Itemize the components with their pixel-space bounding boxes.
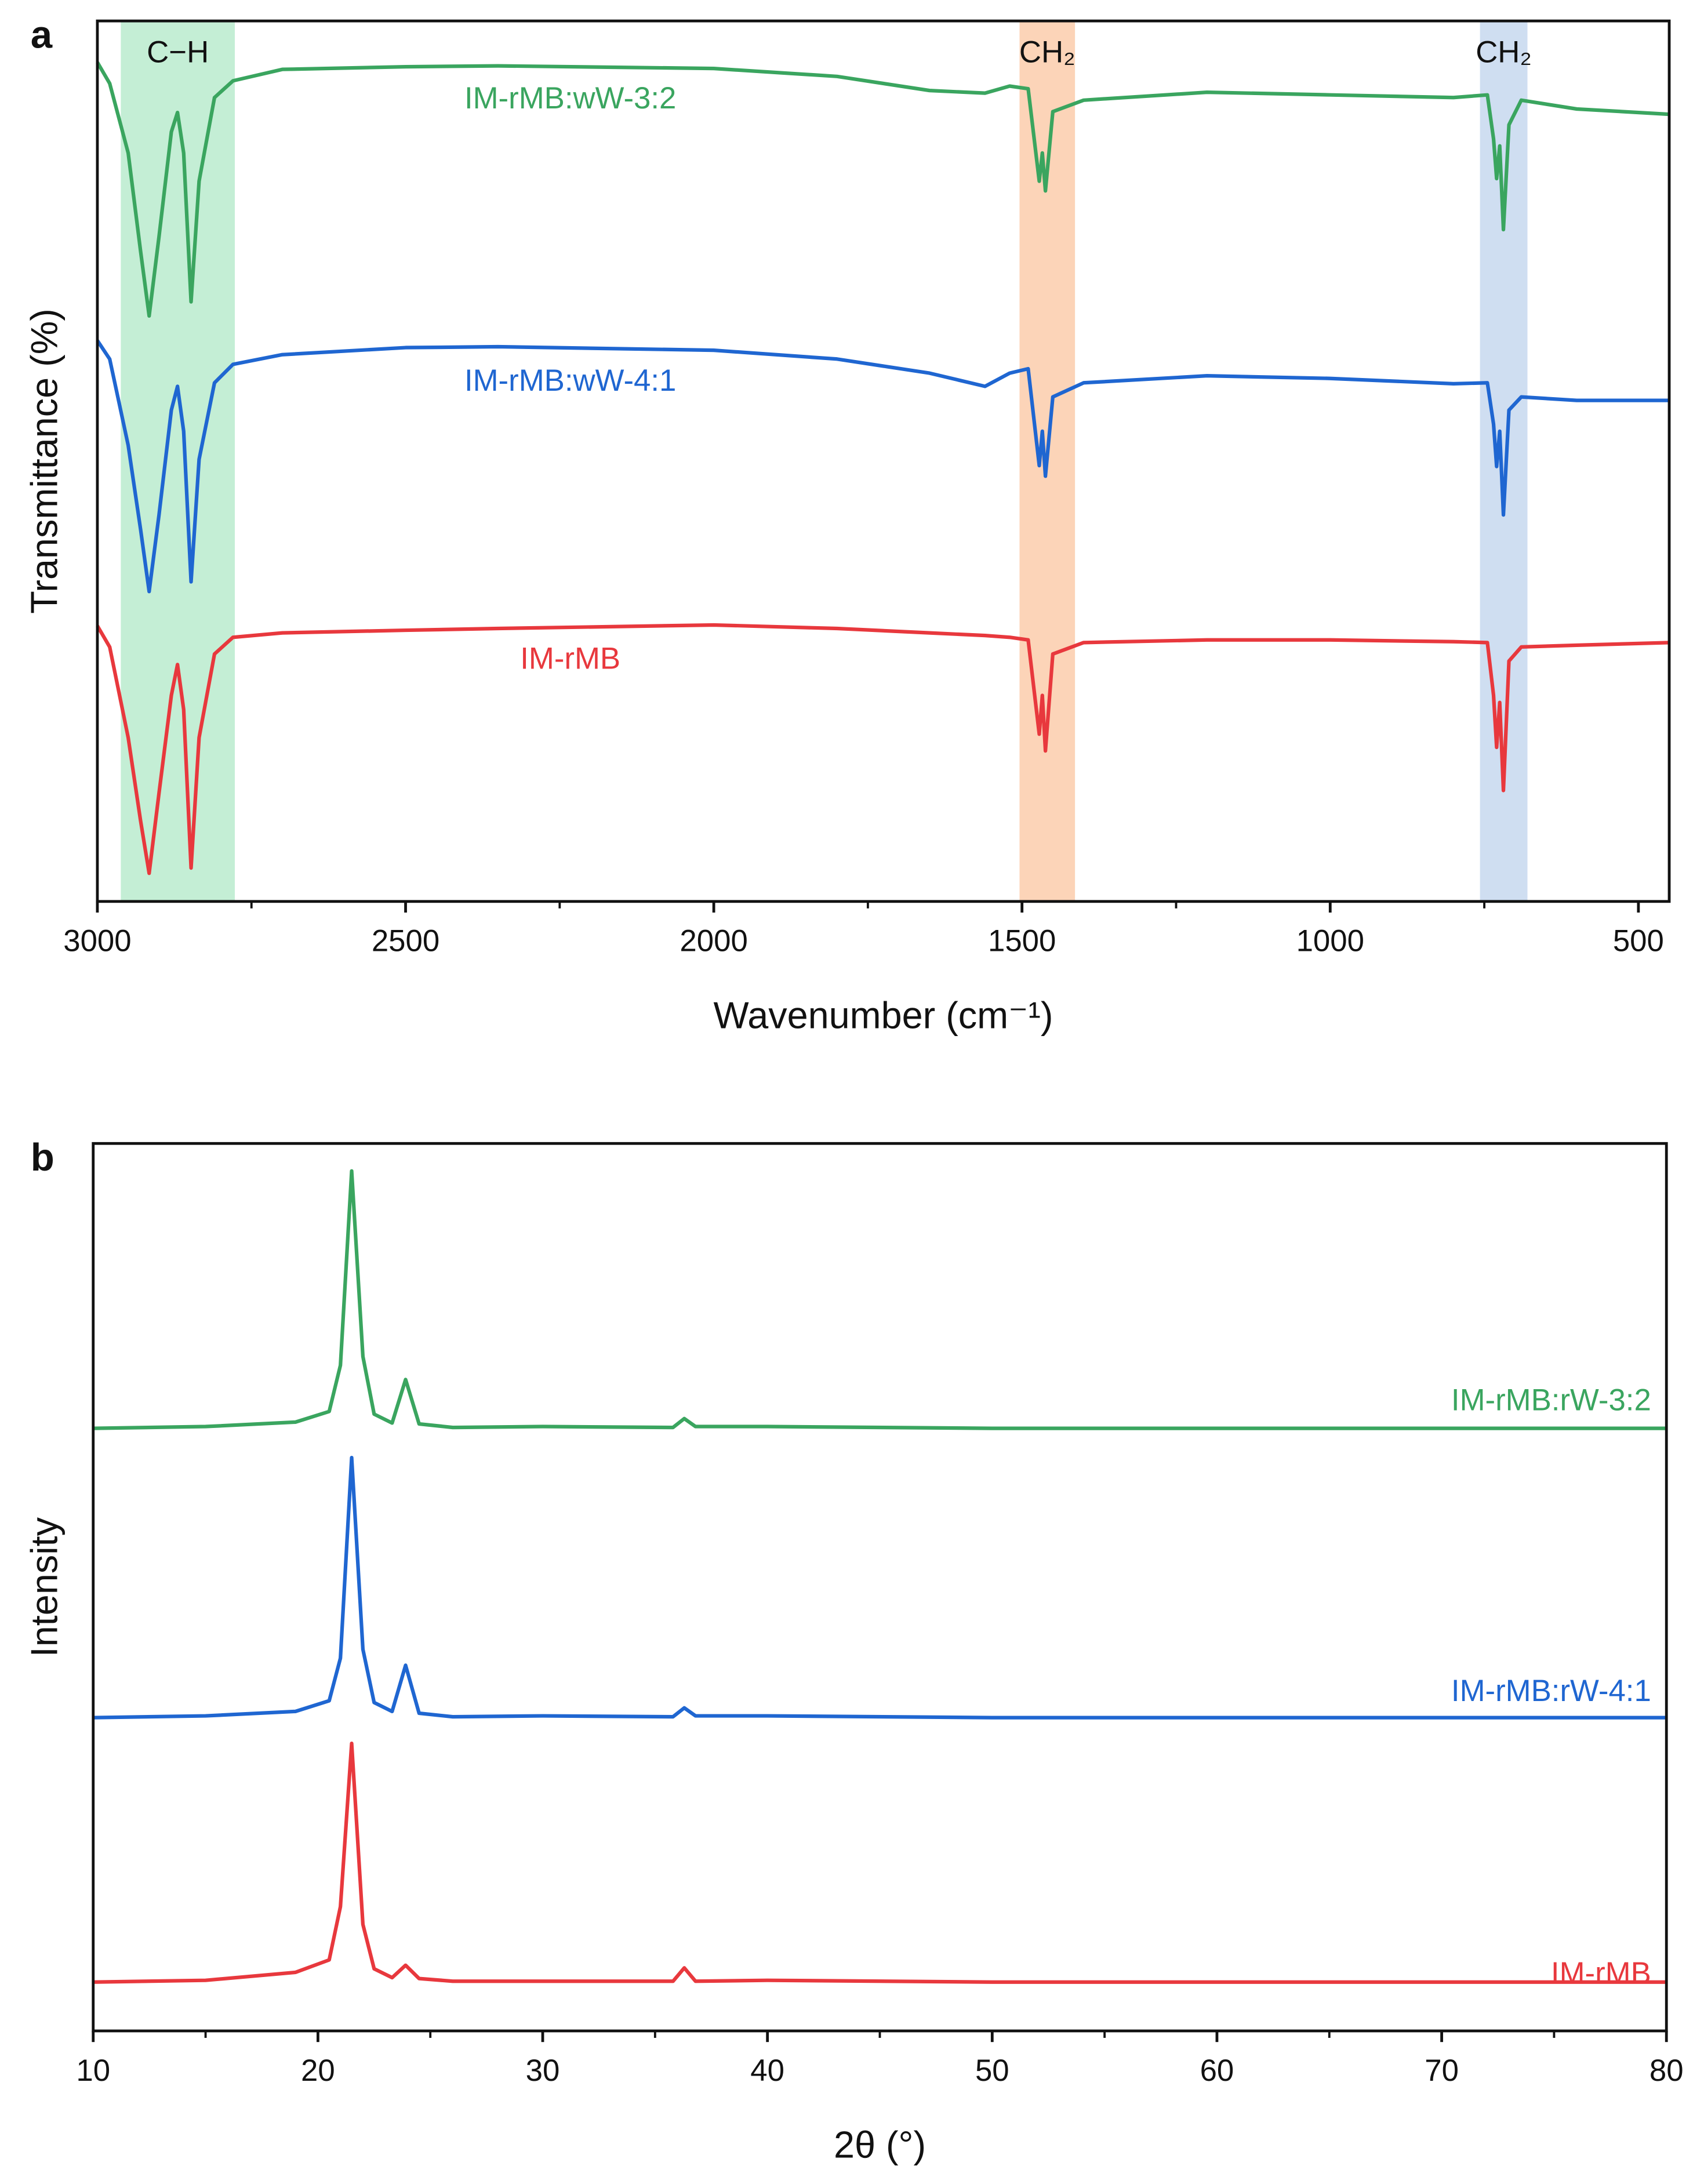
x-tick-label: 40 bbox=[750, 2054, 784, 2088]
x-tick-label: 50 bbox=[975, 2054, 1009, 2088]
x-tick-label: 3000 bbox=[63, 924, 131, 958]
series-label: IM-rMB:rW-4:1 bbox=[1451, 1674, 1651, 1708]
y-axis-label: Transmittance (%) bbox=[23, 308, 66, 614]
panel-letter: b bbox=[31, 1136, 55, 1179]
x-tick-label: 30 bbox=[526, 2054, 560, 2088]
x-tick-label: 10 bbox=[76, 2054, 110, 2088]
band-label: C−H bbox=[147, 35, 209, 70]
x-axis-label: 2θ (°) bbox=[834, 2124, 926, 2166]
x-tick-label: 500 bbox=[1613, 924, 1664, 958]
x-tick-label: 60 bbox=[1200, 2054, 1234, 2088]
y-axis-label: Intensity bbox=[23, 1517, 66, 1657]
series-line bbox=[93, 1741, 1667, 1984]
series-line bbox=[96, 623, 1670, 875]
x-tick-label: 20 bbox=[301, 2054, 335, 2088]
highlight-band bbox=[121, 21, 235, 902]
series-label: IM-rMB bbox=[1551, 1956, 1651, 1990]
series-line bbox=[96, 339, 1670, 594]
panel-letter: a bbox=[31, 13, 53, 57]
series-line bbox=[93, 1456, 1667, 1720]
x-tick-label: 1000 bbox=[1296, 924, 1364, 958]
plot-frame bbox=[96, 19, 1671, 903]
plot-frame bbox=[92, 1142, 1668, 2033]
x-tick-label: 80 bbox=[1649, 2054, 1684, 2088]
x-tick-label: 70 bbox=[1425, 2054, 1459, 2088]
series-label: IM-rMB bbox=[520, 642, 620, 676]
x-tick-label: 2000 bbox=[680, 924, 747, 958]
series-line bbox=[93, 1169, 1667, 1430]
series-label: IM-rMB:wW-4:1 bbox=[464, 364, 676, 398]
series-label: IM-rMB:rW-3:2 bbox=[1451, 1383, 1651, 1417]
series-label: IM-rMB:wW-3:2 bbox=[464, 81, 676, 115]
x-tick-label: 1500 bbox=[988, 924, 1056, 958]
series-line bbox=[96, 61, 1670, 318]
x-tick-label: 2500 bbox=[372, 924, 439, 958]
band-label: CH₂ bbox=[1019, 35, 1076, 70]
band-label: CH₂ bbox=[1476, 35, 1532, 70]
x-axis-label: Wavenumber (cm⁻¹) bbox=[713, 994, 1053, 1036]
